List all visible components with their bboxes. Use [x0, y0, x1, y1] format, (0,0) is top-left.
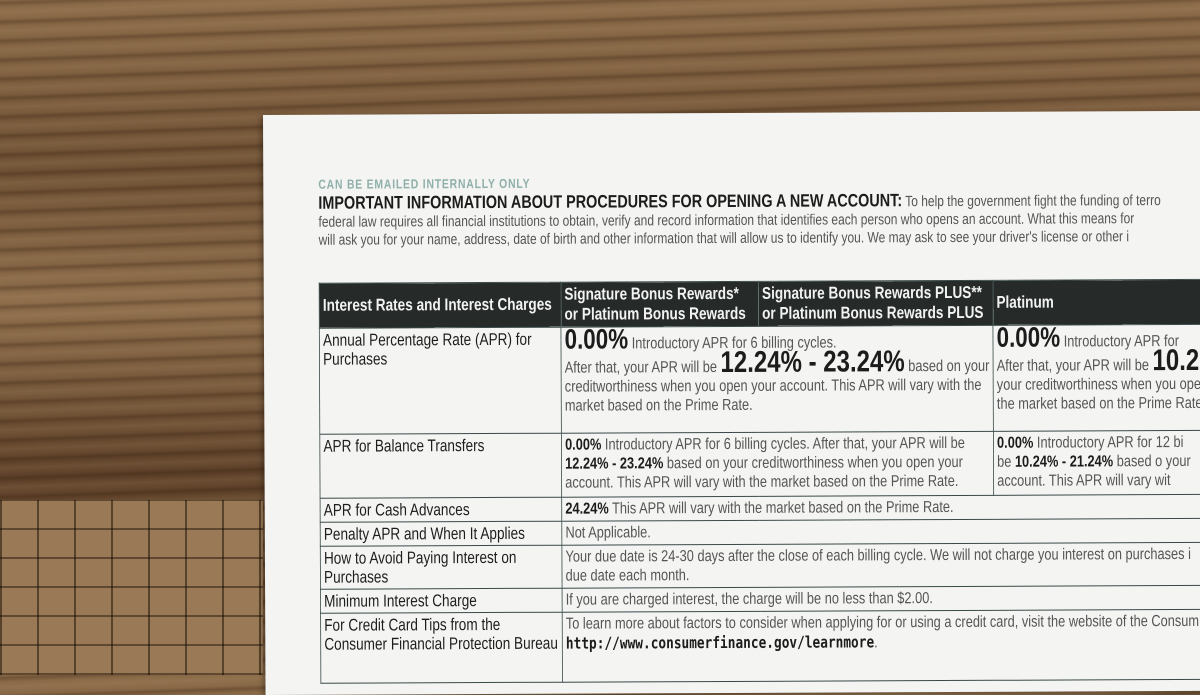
rates-table: Interest Rates and Interest Charges Sign… [319, 279, 1200, 684]
table-row: How to Avoid Paying Interest on Purchase… [320, 542, 1200, 590]
table-row: For Credit Card Tips from the Consumer F… [320, 609, 1200, 684]
internal-note: CAN BE EMAILED INTERNALLY ONLY [318, 175, 531, 192]
cracked-wood [0, 500, 263, 675]
cfpb-link[interactable]: http://www.consumerfinance.gov/learnmore [565, 632, 875, 653]
intro-text: IMPORTANT INFORMATION ABOUT PROCEDURES F… [318, 190, 1161, 249]
table-row: Annual Percentage Rate (APR) for Purchas… [319, 324, 1200, 435]
document-page: CAN BE EMAILED INTERNALLY ONLY IMPORTANT… [263, 110, 1200, 695]
table-row: APR for Balance Transfers 0.00% Introduc… [319, 430, 1200, 499]
table-header: Interest Rates and Interest Charges Sign… [319, 279, 1200, 329]
